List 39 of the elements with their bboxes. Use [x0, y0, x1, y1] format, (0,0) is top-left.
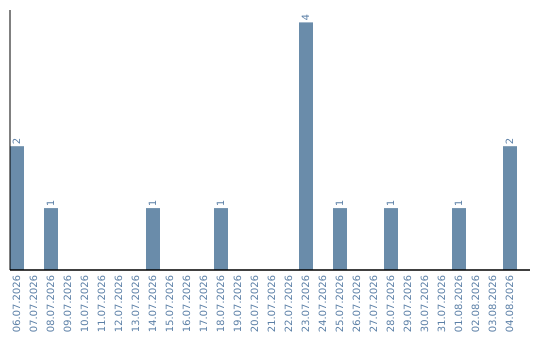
x-tick-label: 31.07.2026: [437, 275, 448, 332]
x-tick-label: 06.07.2026: [12, 275, 23, 332]
x-tick-label: 16.07.2026: [182, 275, 193, 332]
x-tick-label: 09.07.2026: [63, 275, 74, 332]
data-label: 1: [454, 200, 465, 206]
x-tick-label: 25.07.2026: [335, 275, 346, 332]
x-tick-label: 04.08.2026: [505, 275, 516, 332]
data-label: 4: [301, 14, 312, 20]
x-tick-label: 26.07.2026: [352, 275, 363, 332]
x-tick-label: 07.07.2026: [29, 275, 40, 332]
x-tick-label: 15.07.2026: [165, 275, 176, 332]
data-label: 1: [386, 200, 397, 206]
x-tick-label: 08.07.2026: [46, 275, 57, 332]
data-label: 1: [335, 200, 346, 206]
x-tick-label: 22.07.2026: [284, 275, 295, 332]
x-tick-label: 19.07.2026: [233, 275, 244, 332]
x-tick-label: 30.07.2026: [420, 275, 431, 332]
x-tick-label: 27.07.2026: [369, 275, 380, 332]
x-tick-label: 13.07.2026: [131, 275, 142, 332]
x-tick-label: 29.07.2026: [403, 275, 414, 332]
data-label: 1: [216, 200, 227, 206]
x-tick-label: 24.07.2026: [318, 275, 329, 332]
x-tick-label: 02.08.2026: [471, 275, 482, 332]
data-label: 2: [12, 138, 23, 144]
data-label: 1: [148, 200, 159, 206]
x-tick-label: 17.07.2026: [199, 275, 210, 332]
x-tick-label: 12.07.2026: [114, 275, 125, 332]
x-tick-label: 23.07.2026: [301, 275, 312, 332]
x-tick-label: 11.07.2026: [97, 275, 108, 332]
x-tick-label: 20.07.2026: [250, 275, 261, 332]
x-tick-label: 10.07.2026: [80, 275, 91, 332]
x-tick-label: 18.07.2026: [216, 275, 227, 332]
x-tick-label: 03.08.2026: [488, 275, 499, 332]
data-label: 1: [46, 200, 57, 206]
x-tick-label: 28.07.2026: [386, 275, 397, 332]
data-label: 2: [505, 138, 516, 144]
x-tick-label: 01.08.2026: [454, 275, 465, 332]
x-tick-label: 14.07.2026: [148, 275, 159, 332]
x-tick-label: 21.07.2026: [267, 275, 278, 332]
